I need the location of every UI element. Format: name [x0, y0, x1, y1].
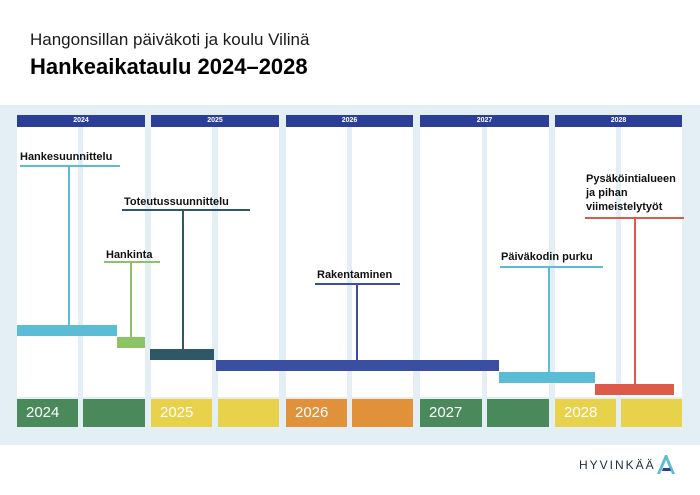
pysakointialue-bar [595, 384, 674, 395]
hyvinkaa-logo-icon [657, 455, 675, 474]
column-2026-h2 [352, 127, 413, 397]
column-2026-h1 [286, 127, 347, 397]
phase-label-hankinta: Hankinta [106, 249, 153, 261]
year-block-2026: 2026 [286, 399, 347, 427]
column-2027-h1 [420, 127, 482, 397]
hankesuunnittelu-connector [20, 165, 120, 325]
year-block-2025: 2025 [151, 399, 212, 427]
year-header-2025: 2025 [151, 115, 279, 127]
column-2027-h2 [487, 127, 549, 397]
year-block-2028: 2028 [555, 399, 616, 427]
year-block-2027-h2 [487, 399, 549, 427]
column-2028-h2 [621, 127, 682, 397]
page-title: Hankeaikataulu 2024–2028 [30, 54, 308, 79]
phase-label-pysakointialue: Pysäköintialueen ja pihan viimeistelytyö… [586, 173, 676, 213]
year-header-2024: 2024 [17, 115, 145, 127]
toteutussuunnittelu-bar [150, 349, 214, 360]
column-2028-h1 [555, 127, 616, 397]
phase-label-paivakodin-purku: Päiväkodin purku [501, 251, 593, 263]
rakentaminen-bar [216, 360, 499, 371]
phase-label-hankesuunnittelu: Hankesuunnittelu [20, 151, 113, 163]
subtitle: Hangonsillan päiväkoti ja koulu Vilinä [30, 30, 310, 49]
paivakodin-purku-connector [500, 266, 603, 372]
rakentaminen-connector [315, 283, 400, 360]
hankinta-connector [104, 261, 160, 337]
year-block-2024-h2 [83, 399, 145, 427]
year-block-2027: 2027 [420, 399, 482, 427]
logo-wordmark: HYVINKÄÄ [579, 458, 656, 472]
column-2025-h2 [218, 127, 279, 397]
year-block-2028-h2 [621, 399, 682, 427]
hankesuunnittelu-bar [17, 325, 117, 336]
year-block-2024: 2024 [17, 399, 78, 427]
year-header-2028: 2028 [555, 115, 682, 127]
toteutussuunnittelu-connector [122, 209, 250, 349]
year-header-2026: 2026 [286, 115, 413, 127]
column-2024-h1 [17, 127, 78, 397]
year-block-2026-h2 [352, 399, 413, 427]
phase-label-toteutussuunnittelu: Toteutussuunnittelu [124, 196, 229, 208]
year-block-2025-h2 [218, 399, 279, 427]
paivakodin-purku-bar [499, 372, 595, 383]
year-header-2027: 2027 [420, 115, 549, 127]
pysakointialue-connector [585, 217, 684, 384]
hankinta-bar [117, 337, 145, 348]
phase-label-rakentaminen: Rakentaminen [317, 269, 393, 281]
